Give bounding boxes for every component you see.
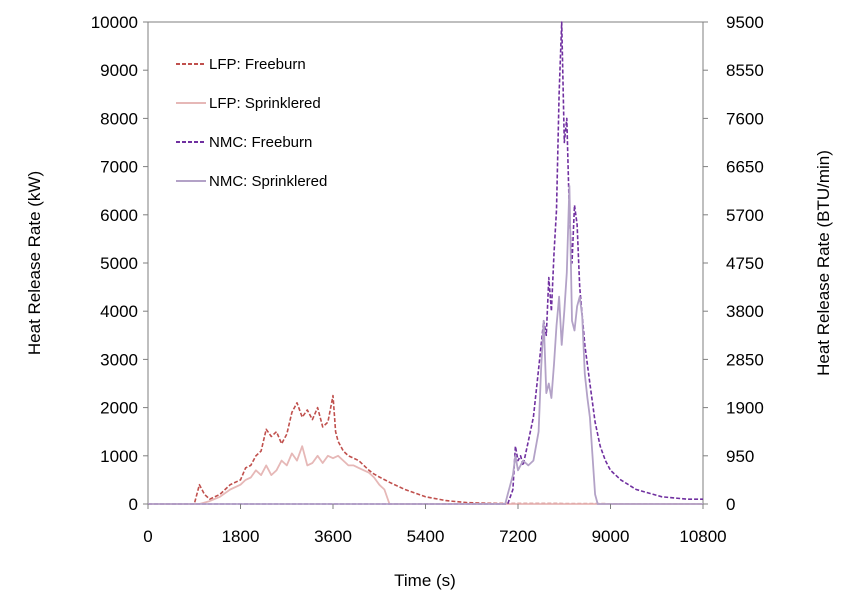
legend: LFP: Freeburn LFP: Sprinklered NMC: Freebu… (176, 56, 327, 190)
y-tick-label: 5000 (100, 254, 138, 273)
y-tick-label: 1000 (100, 447, 138, 466)
y-tick-label: 0 (129, 495, 138, 514)
y2-tick-label: 1900 (726, 399, 764, 418)
legend-label-lfp-freeburn: LFP: Freeburn (209, 56, 306, 73)
y2-tick-label: 2850 (726, 350, 764, 369)
series-line-lfp-sprinklered (148, 445, 703, 505)
y-tick-label: 8000 (100, 109, 138, 128)
y-tick-label: 7000 (100, 158, 138, 177)
axes-layer: 0 1800 3600 5400 7200 9000 1080001000200030004… (91, 13, 764, 546)
y2-tick-label: 7600 (726, 109, 764, 128)
x-tick-label: 10800 (679, 527, 726, 546)
y2-tick-label: 3800 (726, 302, 764, 321)
x-tick-label: 1800 (222, 527, 260, 546)
x-tick-label: 9000 (592, 527, 630, 546)
x-tick-label: 7200 (499, 527, 537, 546)
y-tick-label: 3000 (100, 350, 138, 369)
y-axis-title: Heat Release Rate (kW) (25, 171, 44, 355)
x-tick-label: 0 (143, 527, 152, 546)
x-tick-label: 3600 (314, 527, 352, 546)
y2-tick-label: 8550 (726, 61, 764, 80)
series-layer (148, 21, 704, 505)
series-line-nmc-sprinklered (148, 185, 703, 505)
y-tick-label: 10000 (91, 13, 138, 32)
legend-label-nmc-freeburn: NMC: Freeburn (209, 134, 312, 151)
series-line-nmc-freeburn (148, 21, 703, 505)
x-tick-label: 5400 (407, 527, 445, 546)
y-tick-label: 9000 (100, 61, 138, 80)
y-tick-label: 4000 (100, 302, 138, 321)
legend-label-lfp-sprinklered: LFP: Sprinklered (209, 95, 321, 112)
y2-axis-title: Heat Release Rate (BTU/min) (814, 150, 833, 376)
y2-tick-label: 9500 (726, 13, 764, 32)
legend-label-nmc-sprinklered: NMC: Sprinklered (209, 173, 327, 190)
y2-tick-label: 0 (726, 495, 735, 514)
y-tick-label: 6000 (100, 206, 138, 225)
series-line-lfp-freeburn (148, 394, 704, 505)
y2-tick-label: 4750 (726, 254, 764, 273)
y-tick-label: 2000 (100, 399, 138, 418)
y2-tick-label: 5700 (726, 206, 764, 225)
y2-tick-label: 6650 (726, 158, 764, 177)
y2-tick-label: 950 (726, 447, 754, 466)
x-axis-title: Time (s) (394, 571, 456, 590)
